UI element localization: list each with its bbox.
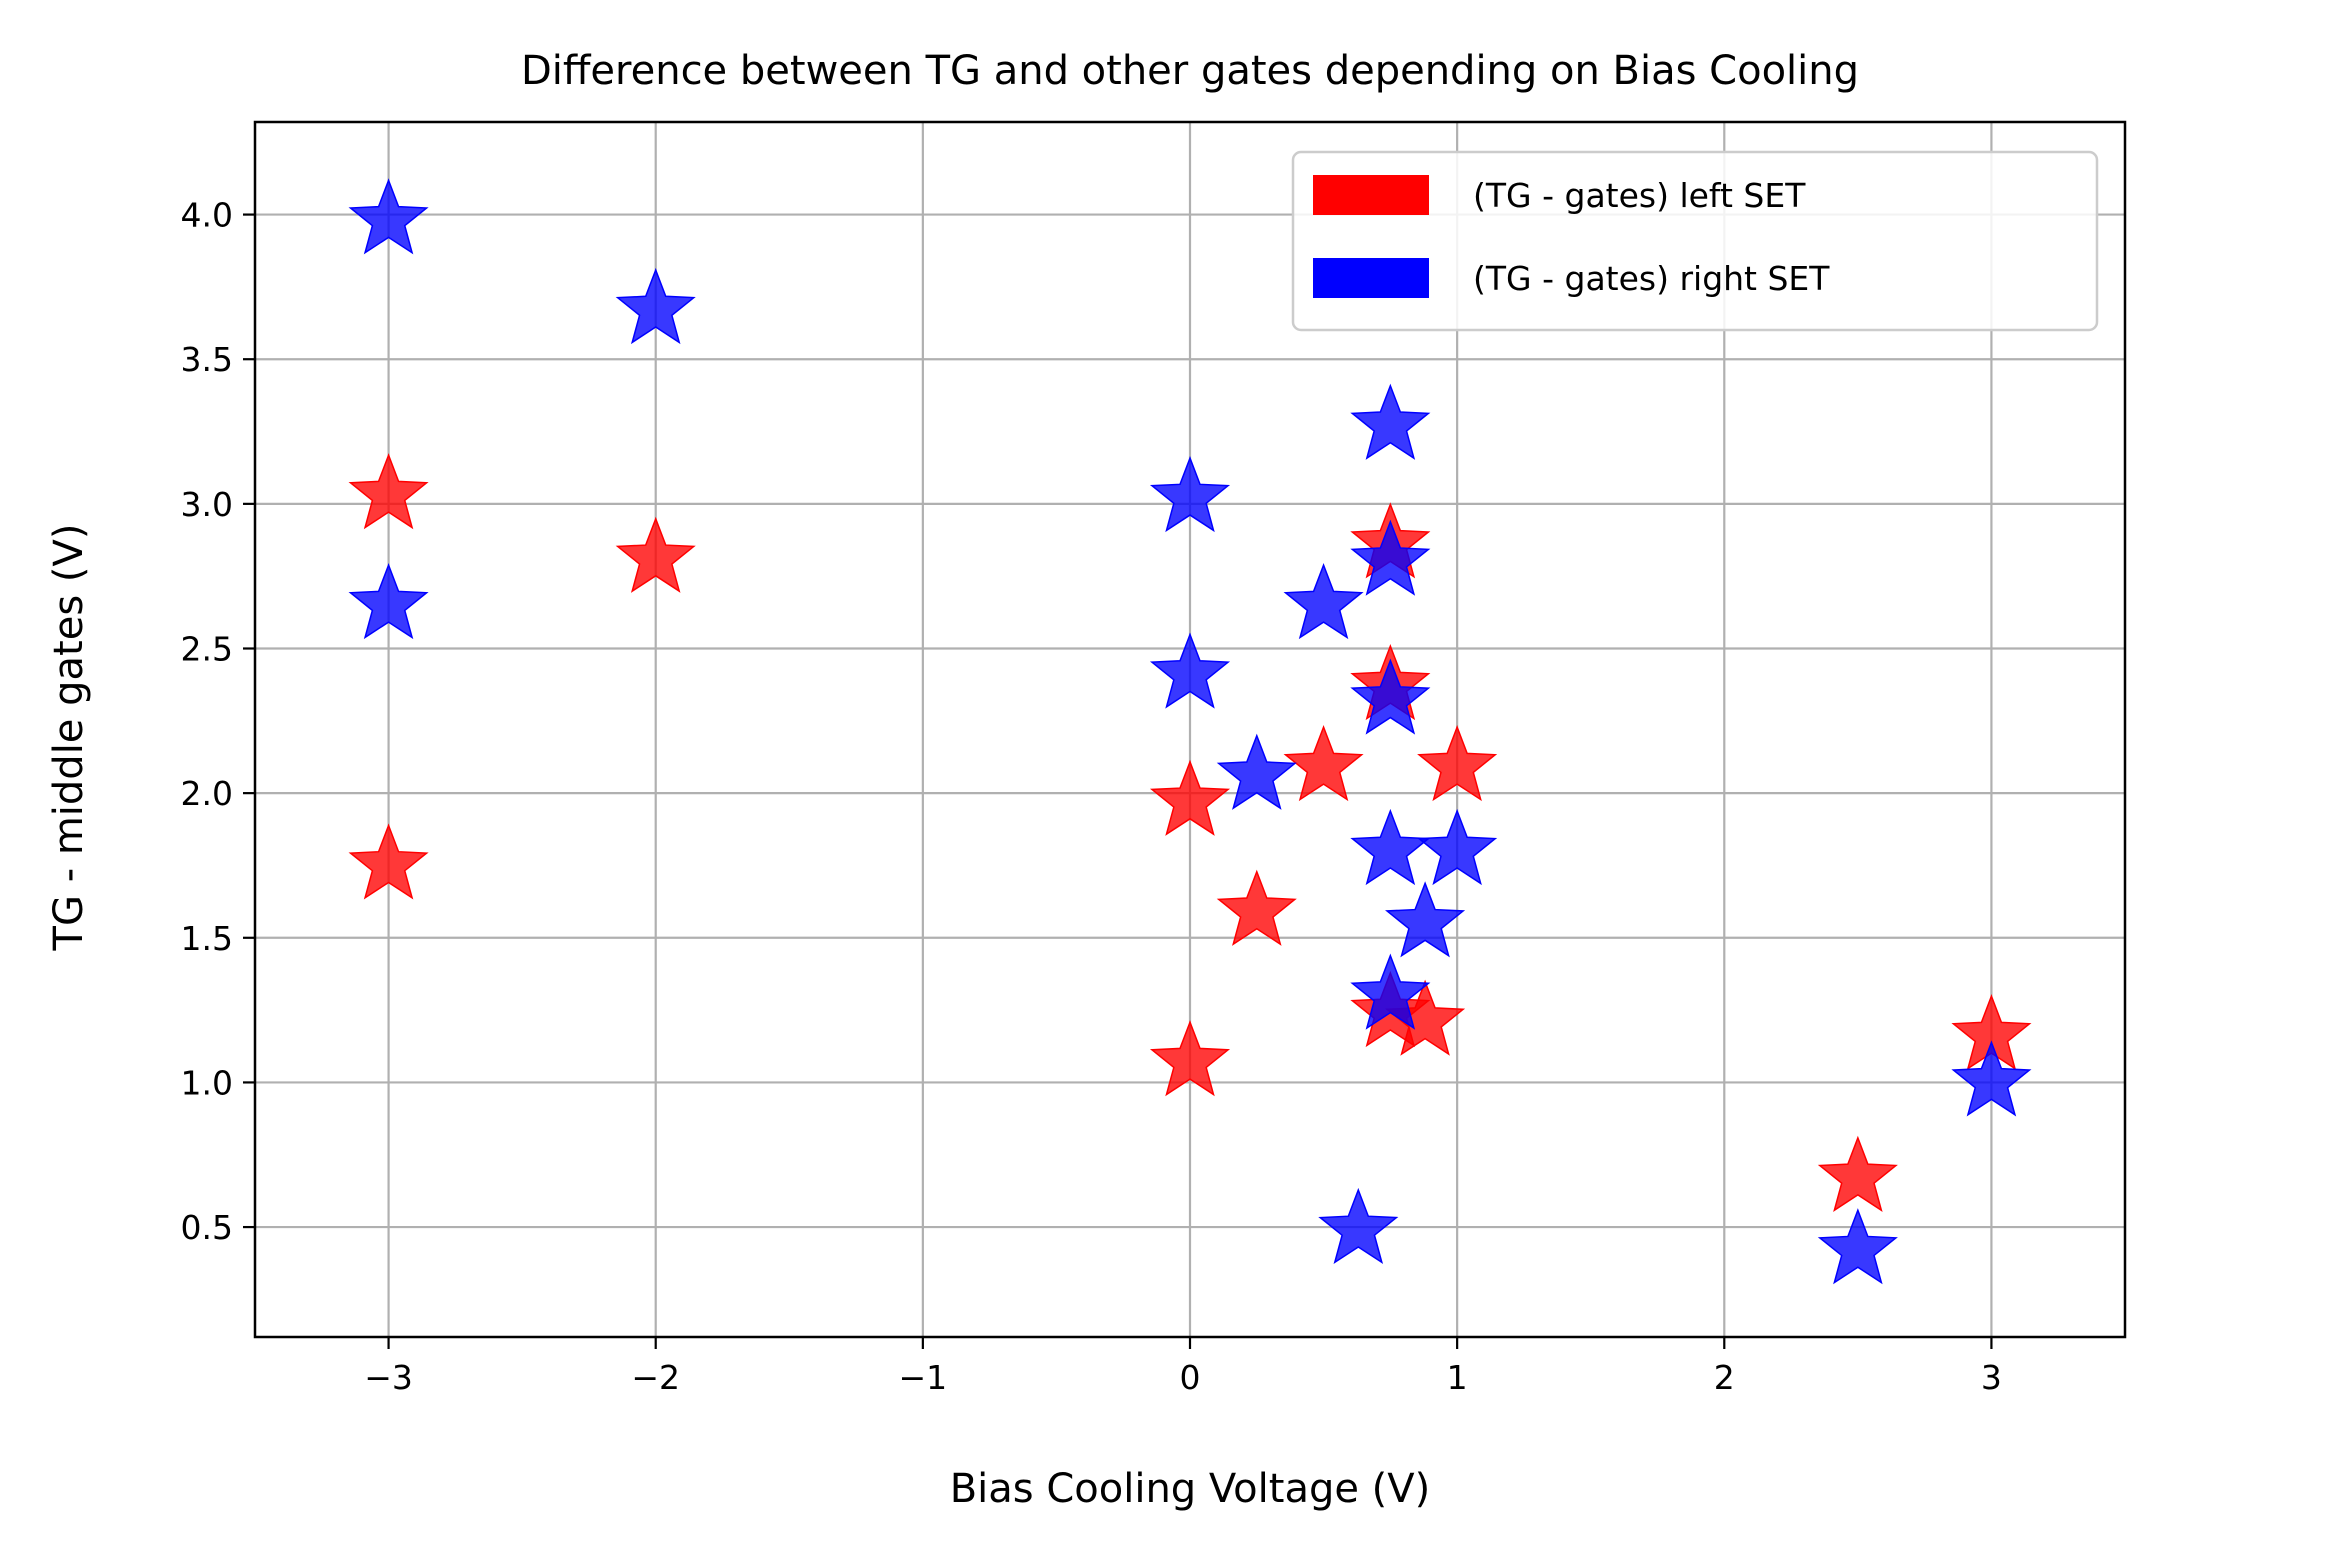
legend-label-left-set: (TG - gates) left SET: [1473, 176, 1806, 215]
y-tick-label: 3.5: [181, 340, 233, 379]
x-tick-label: 3: [1981, 1358, 2002, 1397]
right-set-point: [1817, 1208, 1898, 1285]
legend-box: [1291, 150, 2099, 332]
y-tick-label: 1.0: [181, 1063, 233, 1102]
x-axis-label: Bias Cooling Voltage (V): [950, 1466, 1431, 1512]
right-set-point: [1318, 1187, 1399, 1265]
data-points: [348, 178, 2032, 1285]
y-tick-label: 4.0: [181, 196, 233, 235]
y-tick-label: 2.0: [181, 774, 233, 813]
right-set-point: [348, 563, 429, 640]
right-set-point: [1149, 455, 1231, 533]
axis-ticks: −3 −2 −1 0 1 2 3 0.5 1.0 1.5 2.0 2.5 3.0 3.5 4.0: [181, 196, 2002, 1397]
right-set-point: [1283, 563, 1364, 640]
x-tick-label: 0: [1180, 1358, 1201, 1397]
right-set-point: [1385, 881, 1466, 958]
legend: (TG - gates) left SET (TG - gates) right…: [1291, 150, 2099, 332]
y-tick-label: 2.5: [181, 630, 233, 669]
right-set-point: [1350, 383, 1431, 460]
legend-label-right-set: (TG - gates) right SET: [1473, 259, 1830, 298]
x-tick-label: 1: [1447, 1358, 1468, 1397]
left-set-point: [1149, 759, 1231, 836]
y-tick-label: 1.5: [181, 919, 233, 958]
right-set-point: [1350, 658, 1431, 735]
y-axis-label: TG - middle gates (V): [46, 524, 92, 952]
right-set-point: [1951, 1040, 2032, 1117]
right-set-point: [615, 267, 696, 345]
legend-swatch-right-set: [1313, 258, 1429, 298]
left-set-point: [348, 823, 429, 900]
right-set-point: [1149, 632, 1231, 709]
legend-swatch-left-set: [1313, 175, 1429, 215]
left-set-point: [615, 516, 696, 593]
right-set-point: [1350, 953, 1431, 1030]
left-set-point: [1417, 725, 1498, 802]
x-tick-label: −2: [631, 1358, 680, 1397]
left-set-point: [1216, 869, 1297, 946]
right-set-point: [1216, 733, 1297, 810]
x-tick-label: −1: [899, 1358, 948, 1397]
y-tick-label: 0.5: [181, 1208, 233, 1247]
right-set-point: [1417, 808, 1498, 886]
x-tick-label: −3: [364, 1358, 413, 1397]
chart-title: Difference between TG and other gates de…: [521, 48, 1859, 94]
right-set-point: [348, 178, 429, 255]
x-tick-label: 2: [1714, 1358, 1735, 1397]
left-set-point: [348, 453, 429, 530]
left-set-point: [1817, 1135, 1898, 1212]
right-set-point: [1350, 519, 1431, 596]
y-tick-label: 3.0: [181, 485, 233, 524]
left-set-point: [1283, 725, 1364, 802]
left-set-point: [1149, 1020, 1231, 1097]
